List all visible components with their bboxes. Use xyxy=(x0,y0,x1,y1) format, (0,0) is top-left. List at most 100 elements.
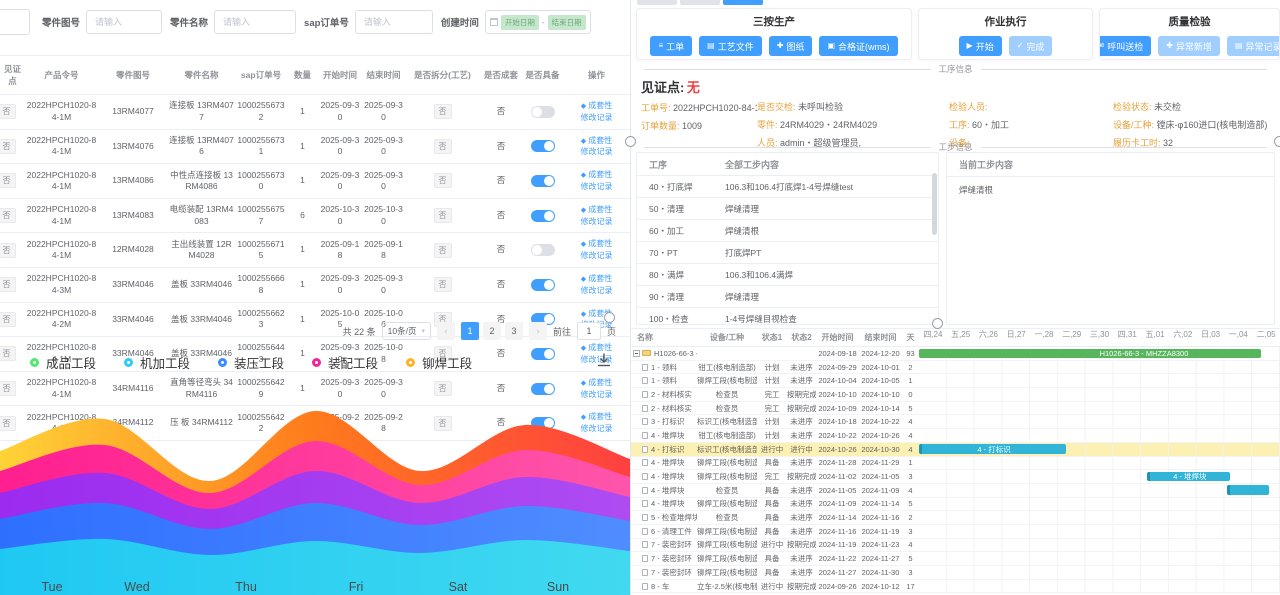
ready-toggle[interactable] xyxy=(530,140,555,153)
process-table-header: 工序 全部工步内容 xyxy=(637,153,938,176)
process-step-row[interactable]: 90・清理 焊缝清理 xyxy=(637,286,938,308)
modify-log-link[interactable]: 修改记录 xyxy=(580,251,613,261)
download-icon[interactable] xyxy=(596,352,612,373)
gantt-row[interactable]: 4 - 堆焊块 检查员 具备 未进序 2024-11-05 2024-11-09… xyxy=(631,483,1280,498)
modify-log-link[interactable]: 修改记录 xyxy=(580,147,613,157)
gantt-row[interactable]: 5 - 检查堆焊块外径 检查员 具备 未进序 2024-11-14 2024-1… xyxy=(631,511,1280,525)
call-inspect-button[interactable]: ✉呼叫送检 xyxy=(1100,36,1152,56)
task-end: 2024-10-01 xyxy=(861,362,900,372)
collapse-icon[interactable] xyxy=(633,349,640,357)
process-file-button[interactable]: ▤ 工艺文件 xyxy=(699,36,762,56)
gantt-row[interactable]: 7 - 装密封环 铆焊工段(核电制造部) 进行中 按期完成 2024-11-19… xyxy=(631,538,1280,553)
gantt-row[interactable]: 8 - 车 立车-2.5米(核电制造部) 进行中 按期完成 2024-09-26… xyxy=(631,579,1280,594)
gantt-bar[interactable]: H1026-66-3 - MHZZA8300 xyxy=(919,348,1261,359)
ready-toggle[interactable] xyxy=(530,105,555,118)
gantt-row[interactable]: 4 - 堆焊块 铆焊工段(核电制造部) 具备 未进序 2024-11-28 20… xyxy=(631,456,1280,471)
splitter-handle[interactable] xyxy=(1274,136,1280,147)
gantt-row[interactable]: 4 - 堆焊块 铆焊工段(核电制造部) 完工 按期完成 2024-11-02 2… xyxy=(631,470,1280,484)
tab-stub-1[interactable] xyxy=(637,0,677,5)
gantt-row[interactable]: 1 - 领料 铆焊工段(核电制造部) 计划 未进序 2024-10-04 202… xyxy=(631,374,1280,389)
legend-item[interactable]: 装配工段 xyxy=(312,353,378,372)
splitter-handle[interactable] xyxy=(625,136,636,147)
gantt-bar[interactable]: 4 - 打标识 xyxy=(919,444,1067,454)
kit-link[interactable]: ◆ 成套性 xyxy=(580,377,613,387)
column-header: 数量 xyxy=(287,55,318,95)
splitter-handle[interactable] xyxy=(932,318,943,329)
part-dwg-input[interactable] xyxy=(86,10,163,34)
process-step-row[interactable]: 50・清理 焊缝清理 xyxy=(637,198,938,220)
scrollbar-thumb[interactable] xyxy=(932,173,937,235)
kit-link[interactable]: ◆ 成套性 xyxy=(580,308,613,318)
tab-stub-active[interactable] xyxy=(723,0,763,5)
modify-log-link[interactable]: 修改记录 xyxy=(580,216,613,226)
kit-link[interactable]: ◆ 成套性 xyxy=(580,239,613,249)
exception-log-button[interactable]: ▤ 异常记录 xyxy=(1226,36,1279,56)
page-button-2[interactable]: 2 xyxy=(482,322,501,340)
page-button-1[interactable]: 1 xyxy=(460,322,479,340)
ready-toggle[interactable] xyxy=(530,347,555,360)
page-button-3[interactable]: 3 xyxy=(504,322,523,340)
date-range-picker[interactable]: 开始日期 - 结束日期 xyxy=(484,10,591,34)
kit-link[interactable]: ◆ 成套性 xyxy=(580,170,613,180)
next-page-button[interactable]: › xyxy=(528,322,547,340)
gantt-row[interactable]: 7 - 装密封环 铆焊工段(核电制造部) 具备 未进序 2024-11-22 2… xyxy=(631,552,1280,566)
ready-toggle[interactable] xyxy=(530,209,555,222)
end-date-pill[interactable]: 结束日期 xyxy=(547,14,586,30)
kit-link[interactable]: ◆ 成套性 xyxy=(580,101,613,110)
kit-link[interactable]: ◆ 成套性 xyxy=(580,273,613,283)
kit-link[interactable]: ◆ 成套性 xyxy=(580,204,613,214)
gantt-row[interactable]: 6 - 清理工件 铆焊工段(核电制造部) 具备 未进序 2024-11-16 2… xyxy=(631,524,1280,539)
is-set-value: 否 xyxy=(480,129,522,165)
ready-toggle[interactable] xyxy=(530,278,555,291)
gantt-row[interactable]: 7 - 装密封环 铆焊工段(核电制造部) 具备 未进序 2024-11-27 2… xyxy=(631,566,1280,580)
certificate-button[interactable]: ▣ 合格证(wms) xyxy=(819,36,898,56)
process-step-row[interactable]: 80・满焊 106.3和106.4满焊 xyxy=(637,264,938,286)
gantt-row[interactable]: 2 - 材料核实 检查员 完工 按期完成 2024-10-10 2024-10-… xyxy=(631,388,1280,402)
process-step-row[interactable]: 70・PT 打底焊PT xyxy=(637,242,938,264)
legend-item[interactable]: 铆焊工段 xyxy=(406,353,472,372)
gantt-row[interactable]: 4 - 堆焊块 钳工(核电制造部) 计划 未进序 2024-10-22 2024… xyxy=(631,429,1280,443)
process-step-row[interactable]: 60・加工 焊缝清根 xyxy=(637,220,938,242)
process-step-row[interactable]: 100・检查 1-4号焊缝目视检查 xyxy=(637,308,938,324)
prev-page-button[interactable]: ‹ xyxy=(436,322,455,340)
kit-link[interactable]: ◆ 成套性 xyxy=(580,343,613,353)
current-step-header: 当前工步内容 xyxy=(947,153,1274,177)
modify-log-link[interactable]: 修改记录 xyxy=(580,285,613,295)
sap-order-input[interactable] xyxy=(354,10,433,34)
modify-log-link[interactable]: 修改记录 xyxy=(580,354,613,364)
gantt-row[interactable]: 1 - 领料 钳工(核电制造部) 计划 未进序 2024-09-29 2024-… xyxy=(631,360,1280,375)
workorder-button[interactable]: ≡ 工单 xyxy=(650,36,693,56)
gantt-row[interactable]: H1026-66-3 - MHZZA8300 2024-09-18 2024-1… xyxy=(631,347,1280,361)
ready-toggle[interactable] xyxy=(530,382,555,395)
gantt-row[interactable]: 4 - 堆焊块 铆焊工段(核电制造部) 具备 未进序 2024-11-09 20… xyxy=(631,497,1280,512)
truncated-input[interactable] xyxy=(0,9,30,35)
modify-log-link[interactable]: 修改记录 xyxy=(580,181,613,191)
finish-button[interactable]: ✓ 完成 xyxy=(1008,36,1053,56)
gantt-bar[interactable]: 4 - 堆焊块 xyxy=(1146,471,1231,482)
legend-item[interactable]: 装压工段 xyxy=(218,353,284,372)
jump-page-input[interactable] xyxy=(576,322,601,340)
modify-log-link[interactable]: 修改记录 xyxy=(580,424,613,434)
legend-item[interactable]: 成品工段 xyxy=(30,353,96,372)
gantt-row[interactable]: 4 - 打标识 标识工(核电制造部) 进行中 进行中 2024-10-26 20… xyxy=(631,442,1280,457)
exception-add-button[interactable]: ✚ 异常新增 xyxy=(1158,36,1220,56)
legend-item[interactable]: 机加工段 xyxy=(124,353,190,372)
start-button[interactable]: ▶ 开始 xyxy=(958,36,1002,56)
modify-log-link[interactable]: 修改记录 xyxy=(580,112,613,122)
tab-stub-2[interactable] xyxy=(680,0,720,5)
gantt-bar[interactable] xyxy=(1227,485,1269,496)
gantt-row[interactable]: 2 - 材料核实 检查员 完工 按期完成 2024-10-09 2024-10-… xyxy=(631,401,1280,416)
process-step-row[interactable]: 40・打底焊 106.3和106.4打底焊1-4号焊缝test xyxy=(637,176,938,198)
modify-log-link[interactable]: 修改记录 xyxy=(580,389,613,399)
start-date-pill[interactable]: 开始日期 xyxy=(500,14,539,30)
splitter-handle[interactable] xyxy=(604,312,615,323)
ready-toggle[interactable] xyxy=(530,174,555,187)
kit-link[interactable]: ◆ 成套性 xyxy=(580,412,613,422)
drawing-button[interactable]: ✚ 图纸 xyxy=(768,36,813,56)
ready-toggle[interactable] xyxy=(530,244,555,257)
kit-link[interactable]: ◆ 成套性 xyxy=(580,135,613,145)
gantt-row[interactable]: 3 - 打标识 标识工(核电制造部) 计划 未进序 2024-10-18 202… xyxy=(631,415,1280,430)
column-header: 是否成套 xyxy=(480,55,522,95)
page-size-select[interactable]: 10条/页 ▾ xyxy=(381,322,431,340)
part-name-input[interactable] xyxy=(214,10,297,34)
